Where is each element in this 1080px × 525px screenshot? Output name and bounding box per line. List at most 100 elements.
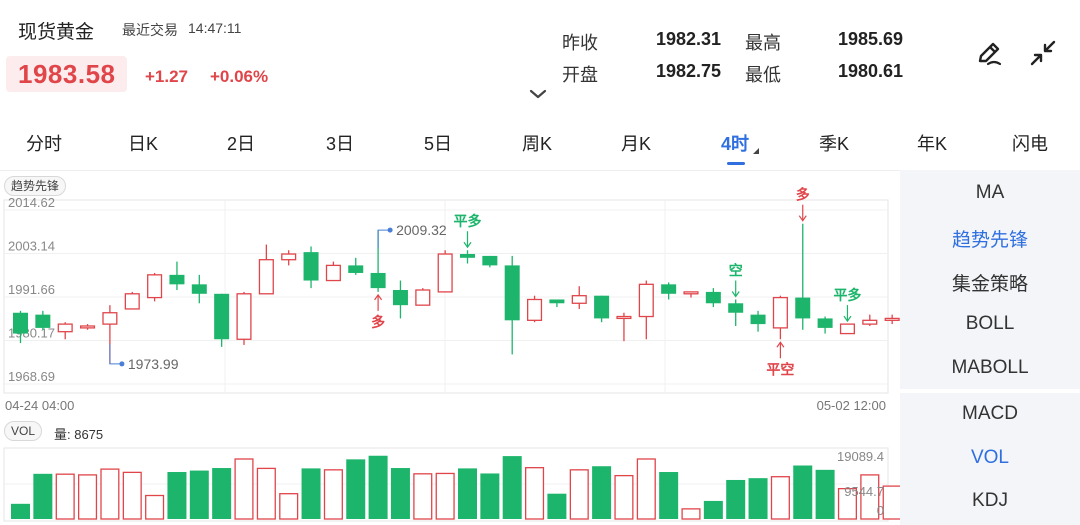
price-highlight — [6, 56, 127, 92]
tab-month-k[interactable]: 月K — [620, 134, 651, 154]
price-tick-label: 1991.66 — [8, 282, 55, 297]
signal-arrow-head — [463, 241, 472, 249]
volume-bar-up — [860, 474, 880, 520]
candle-body-down — [795, 297, 811, 319]
volume-bar-up — [882, 485, 900, 520]
candle-body-up — [527, 298, 543, 321]
max-price-leader — [377, 229, 391, 249]
indicator-vol[interactable]: VOL — [970, 447, 1010, 468]
volume-bar-down — [346, 459, 366, 519]
tab-4-hour[interactable]: 4时 — [720, 134, 749, 154]
indicator-panel: MA 趋势先锋 集金策略 BOLL MABOLL MACD VOL KDJ — [900, 170, 1080, 525]
volume-bar-up — [323, 469, 343, 520]
candle-body-down — [661, 284, 677, 294]
volume-bar-down — [592, 466, 612, 519]
price-change: +1.27 — [145, 67, 189, 86]
candle-body-down — [594, 295, 610, 319]
tab-fenshi[interactable]: 分时 — [26, 134, 62, 154]
volume-bar-up — [234, 458, 254, 520]
tab-day-k[interactable]: 日K — [127, 134, 158, 154]
volume-tick-label: 0 — [877, 503, 884, 518]
period-tabs: 分时 日K 2日 3日 5日 周K 月K 4时 季K 年K 闪电 — [0, 118, 1080, 171]
indicator-jijin-strategy[interactable]: 集金策略 — [951, 274, 1028, 295]
candle-body-up — [437, 253, 453, 293]
max-price-dot — [387, 227, 393, 233]
candle-body-down — [303, 252, 319, 281]
tabs-divider — [0, 170, 1080, 171]
min-price-leader — [109, 343, 122, 365]
stat-label-open: 开盘 — [562, 65, 598, 85]
tab-2-day[interactable]: 2日 — [226, 134, 255, 154]
candle-body-up — [102, 312, 118, 325]
price-change-pct: +0.06% — [210, 67, 269, 86]
signal-arrow-head — [731, 291, 740, 298]
volume-bar-up — [78, 474, 98, 520]
volume-tick-label: 9544.7 — [844, 484, 884, 499]
draw-pen-icon[interactable] — [972, 36, 1006, 70]
stat-label-low: 最低 — [745, 65, 781, 85]
current-price: 1983.58 — [18, 59, 116, 89]
volume-bar-down — [815, 469, 835, 519]
tab-season-k[interactable]: 季K — [818, 134, 849, 154]
stat-label-prev-close: 昨收 — [562, 33, 598, 53]
candle-body-up — [616, 315, 632, 320]
signal-label: 平空 — [766, 361, 794, 378]
tab-5-day[interactable]: 5日 — [423, 134, 452, 154]
volume-tick-label: 19089.4 — [837, 449, 884, 464]
candle-body-up — [884, 317, 900, 321]
candle-body-down — [392, 290, 408, 306]
last-trade-label: 最近交易 — [122, 22, 178, 38]
tab-3-day[interactable]: 3日 — [325, 134, 354, 154]
candlestick-chart[interactable]: 2014.622003.141991.661980.171968.692009.… — [0, 170, 900, 525]
signal-label: 平多 — [454, 213, 482, 230]
candle-body-up — [281, 253, 297, 261]
stat-label-high: 最高 — [745, 33, 781, 53]
tab-dropdown-caret-icon[interactable] — [753, 148, 759, 154]
indicator-maboll[interactable]: MABOLL — [951, 357, 1029, 378]
tab-flash[interactable]: 闪电 — [1012, 134, 1048, 154]
volume-bar-up — [636, 458, 656, 520]
stat-value-low: 1980.61 — [838, 61, 904, 81]
signal-label: 平多 — [833, 287, 861, 304]
volume-bar-down — [748, 478, 768, 519]
indicator-macd[interactable]: MACD — [962, 403, 1018, 424]
signal-arrow-head — [374, 293, 383, 301]
volume-bar-up — [681, 508, 701, 520]
chevron-down-icon[interactable] — [528, 88, 548, 100]
main-indicator-pill[interactable]: 趋势先锋 — [4, 176, 67, 196]
candle-body-up — [683, 291, 699, 295]
indicator-kdj[interactable]: KDJ — [972, 490, 1008, 511]
collapse-arrows-icon[interactable] — [1026, 36, 1060, 70]
volume-bar-down — [793, 465, 813, 519]
sub-indicator-pill[interactable]: VOL — [4, 421, 43, 441]
candle-body-down — [35, 314, 51, 328]
candle-body-down — [214, 293, 230, 340]
volume-bar-down — [480, 473, 500, 519]
last-trade-time: 14:47:11 — [188, 20, 242, 36]
volume-bar-down — [189, 470, 209, 519]
chart-area: 趋势先锋 VOL 量: 8675 2014.62 2003.14 1991.66 19… — [0, 170, 900, 525]
indicator-trend-pioneer[interactable]: 趋势先锋 — [951, 230, 1028, 251]
candle-body-down — [460, 254, 475, 258]
tab-week-k[interactable]: 周K — [521, 134, 552, 154]
candle-body-down — [504, 265, 520, 321]
quote-header: 现货黄金 最近交易 14:47:11 1983.58 +1.27 +0.06% … — [0, 0, 1080, 110]
candle-body-down — [728, 303, 744, 313]
volume-bar-down — [301, 468, 321, 519]
indicator-boll[interactable]: BOLL — [965, 313, 1015, 334]
volume-bar-up — [525, 467, 545, 520]
tab-year-k[interactable]: 年K — [916, 134, 947, 154]
volume-bar-up — [256, 467, 276, 520]
candle-body-up — [258, 259, 274, 295]
signal-label: 多 — [796, 187, 810, 204]
candle-body-up — [415, 289, 431, 306]
signal-label: 空 — [729, 262, 743, 279]
indicator-divider — [900, 389, 1080, 393]
volume-bar-up — [435, 472, 455, 520]
indicator-ma[interactable]: MA — [975, 182, 1005, 203]
volume-bar-down — [11, 503, 30, 519]
stat-value-high: 1985.69 — [838, 29, 904, 49]
price-tick-label: 2003.14 — [8, 238, 55, 253]
volume-bar-down — [458, 468, 477, 519]
stat-value-open: 1982.75 — [656, 61, 722, 81]
